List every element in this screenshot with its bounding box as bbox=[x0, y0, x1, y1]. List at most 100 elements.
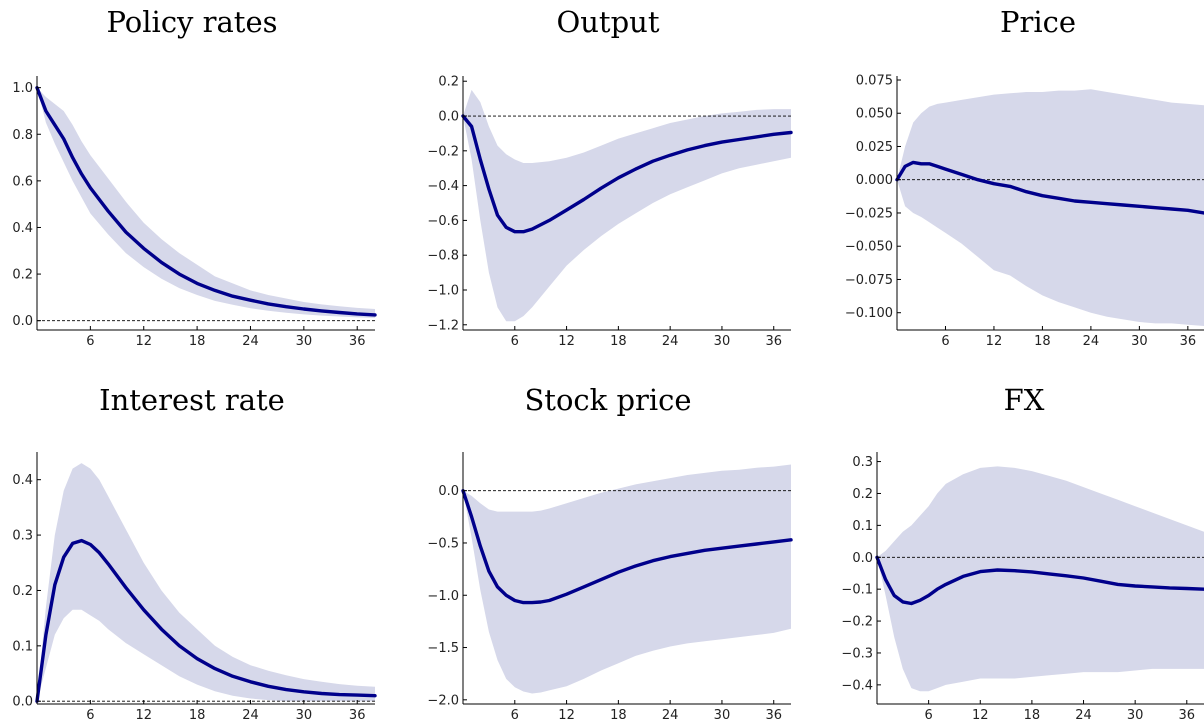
y-tick-label: −2.0 bbox=[427, 693, 459, 708]
y-tick-label: −0.025 bbox=[845, 206, 893, 221]
y-tick-label: 0.2 bbox=[12, 584, 33, 599]
chart-panel: Interest rate 6 12 18 24 30 36 0.0 0.1 0.2 0.3 0.4 bbox=[12, 383, 377, 723]
impulse-response-line bbox=[35, 86, 377, 317]
x-tick-label: 30 bbox=[714, 334, 731, 349]
y-tick-label: 0.2 bbox=[852, 487, 873, 502]
x-tick-label: 36 bbox=[349, 708, 366, 723]
y-tick-label: −0.3 bbox=[841, 646, 873, 661]
chart-title: FX bbox=[1004, 383, 1045, 417]
y-tick-label: 0.3 bbox=[852, 455, 873, 470]
y-tick-label: 0.4 bbox=[12, 221, 33, 236]
x-tick-label: 12 bbox=[135, 334, 152, 349]
y-tick-label: −1.0 bbox=[427, 283, 459, 298]
x-tick-label: 18 bbox=[610, 708, 627, 723]
y-tick-label: −1.5 bbox=[427, 641, 459, 656]
y-tick-label: −0.5 bbox=[427, 536, 459, 551]
y-tick-label: 0.2 bbox=[12, 268, 33, 283]
y-tick-label: −0.2 bbox=[427, 144, 459, 159]
x-tick-label: 18 bbox=[1034, 334, 1051, 349]
y-tick-label: 0.0 bbox=[12, 314, 33, 329]
y-tick-label: 0.0 bbox=[438, 110, 459, 125]
y-tick-label: −1.2 bbox=[427, 318, 459, 333]
y-tick-label: −0.6 bbox=[427, 214, 459, 229]
y-tick-label: 0.6 bbox=[12, 174, 33, 189]
confidence-band bbox=[877, 466, 1204, 692]
y-tick-label: 0.1 bbox=[12, 639, 33, 654]
y-tick-label: 0.4 bbox=[12, 473, 33, 488]
y-tick-label: 0.075 bbox=[856, 73, 893, 88]
x-tick-label: 18 bbox=[1024, 708, 1041, 723]
y-tick-label: −0.4 bbox=[427, 179, 459, 194]
y-tick-label: 0.2 bbox=[438, 75, 459, 90]
x-tick-label: 6 bbox=[941, 334, 949, 349]
x-tick-label: 30 bbox=[1131, 334, 1148, 349]
x-tick-label: 30 bbox=[1127, 708, 1144, 723]
x-tick-label: 18 bbox=[189, 334, 206, 349]
confidence-band bbox=[897, 89, 1204, 326]
x-tick-label: 30 bbox=[296, 708, 313, 723]
y-tick-label: 0.050 bbox=[856, 107, 893, 122]
y-tick-label: 0.3 bbox=[12, 529, 33, 544]
y-tick-label: 1.0 bbox=[12, 81, 33, 96]
chart-title: Interest rate bbox=[99, 383, 285, 417]
x-tick-label: 36 bbox=[349, 334, 366, 349]
x-tick-label: 18 bbox=[189, 708, 206, 723]
x-tick-label: 12 bbox=[986, 334, 1003, 349]
x-tick-label: 6 bbox=[86, 334, 94, 349]
chart-title: Policy rates bbox=[106, 5, 277, 39]
y-tick-label: 0.0 bbox=[12, 695, 33, 710]
x-tick-label: 30 bbox=[714, 708, 731, 723]
x-tick-label: 12 bbox=[558, 334, 575, 349]
x-tick-label: 6 bbox=[511, 334, 519, 349]
x-tick-label: 6 bbox=[924, 708, 932, 723]
y-tick-label: 0.1 bbox=[852, 519, 873, 534]
x-tick-label: 36 bbox=[1179, 708, 1196, 723]
y-tick-label: −0.1 bbox=[841, 583, 873, 598]
confidence-band bbox=[37, 463, 375, 702]
y-tick-label: 0.0 bbox=[852, 551, 873, 566]
confidence-band bbox=[463, 89, 791, 322]
y-tick-label: −1.0 bbox=[427, 589, 459, 604]
impulse-response-line bbox=[461, 114, 793, 234]
x-tick-label: 12 bbox=[558, 708, 575, 723]
chart-panel: FX 6 12 18 24 30 36 0.3 0.2 0.1 0.0 −0.1 −0.2 −0.3 −0.… bbox=[841, 383, 1204, 723]
impulse-response-line bbox=[875, 555, 1204, 606]
x-tick-label: 12 bbox=[135, 708, 152, 723]
impulse-response-line bbox=[895, 160, 1204, 215]
y-tick-label: −0.050 bbox=[845, 240, 893, 255]
chart-title: Price bbox=[1000, 5, 1076, 39]
y-tick-label: 0.8 bbox=[12, 128, 33, 143]
x-tick-label: 24 bbox=[1075, 708, 1092, 723]
y-tick-label: −0.075 bbox=[845, 273, 893, 288]
chart-panel: Price 6 12 18 24 30 36 0.075 0.050 0.025 0.000 −0.0… bbox=[845, 5, 1204, 349]
impulse-response-line bbox=[35, 538, 377, 703]
confidence-band bbox=[37, 87, 375, 318]
x-tick-label: 12 bbox=[972, 708, 989, 723]
x-tick-label: 6 bbox=[86, 708, 94, 723]
y-tick-label: −0.2 bbox=[841, 615, 873, 630]
y-tick-label: −0.4 bbox=[841, 678, 873, 693]
x-tick-label: 24 bbox=[662, 708, 679, 723]
x-tick-label: 24 bbox=[1083, 334, 1100, 349]
y-tick-label: 0.025 bbox=[856, 140, 893, 155]
y-tick-label: 0.000 bbox=[856, 173, 893, 188]
x-tick-label: 30 bbox=[296, 334, 313, 349]
x-tick-label: 24 bbox=[242, 334, 259, 349]
chart-panel: Policy rates 6 12 18 24 30 36 0.0 0.2 0.4 0.6 0.8 1.… bbox=[12, 5, 377, 349]
chart-title: Stock price bbox=[524, 383, 691, 417]
x-tick-label: 36 bbox=[1180, 334, 1197, 349]
y-tick-label: 0.0 bbox=[438, 484, 459, 499]
x-tick-label: 24 bbox=[662, 334, 679, 349]
x-tick-label: 36 bbox=[765, 708, 782, 723]
x-tick-label: 18 bbox=[610, 334, 627, 349]
y-tick-label: −0.8 bbox=[427, 249, 459, 264]
impulse-response-line bbox=[461, 489, 793, 605]
x-tick-label: 36 bbox=[765, 334, 782, 349]
chart-panel: Output 6 12 18 24 30 36 0.2 0.0 −0.2 −0.4 −0.6 −0.8 −… bbox=[427, 5, 793, 349]
chart-title: Output bbox=[556, 5, 659, 39]
chart-panel: Stock price 6 12 18 24 30 36 0.0 −0.5 −1.0 −1.5 −2.… bbox=[427, 383, 793, 723]
x-tick-label: 6 bbox=[511, 708, 519, 723]
y-tick-label: −0.100 bbox=[845, 306, 893, 321]
x-tick-label: 24 bbox=[242, 708, 259, 723]
